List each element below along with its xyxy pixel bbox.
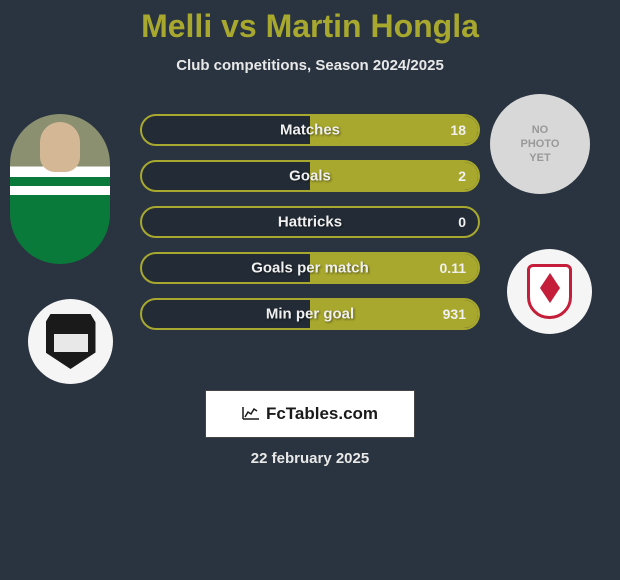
player-photo-right-placeholder: NO PHOTO YET [490,94,590,194]
no-photo-label: NO PHOTO YET [521,123,560,166]
stat-label: Goals per match [142,260,478,277]
player-photo-left [10,114,110,264]
player-portrait-placeholder [10,114,110,264]
branding-text: FcTables.com [266,404,378,424]
club-logo-right [507,249,592,334]
stat-value-right: 0.11 [440,260,466,276]
stat-label: Matches [142,122,478,139]
stat-label: Goals [142,168,478,185]
stat-label: Min per goal [142,306,478,323]
club-shield-right [527,264,572,319]
stat-row: Goals2 [140,160,480,192]
stat-row: Goals per match0.11 [140,252,480,284]
comparison-subtitle: Club competitions, Season 2024/2025 [0,57,620,74]
stat-value-right: 2 [458,168,466,184]
branding-badge: FcTables.com [205,390,415,438]
club-logo-left [28,299,113,384]
stat-label: Hattricks [142,214,478,231]
stat-row: Matches18 [140,114,480,146]
stats-area: NO PHOTO YET Matches18 Goals2 Hattricks0 Go… [0,104,620,364]
club-shield-left [46,314,96,369]
stat-row: Min per goal931 [140,298,480,330]
chart-icon [242,406,260,423]
comparison-title: Melli vs Martin Hongla [0,8,620,45]
stat-row: Hattricks0 [140,206,480,238]
stat-value-right: 18 [450,122,466,138]
date-label: 22 february 2025 [0,450,620,467]
infographic-container: Melli vs Martin Hongla Club competitions… [0,0,620,580]
stat-value-right: 0 [458,214,466,230]
stat-value-right: 931 [443,306,466,322]
stat-rows: Matches18 Goals2 Hattricks0 Goals per match… [140,114,480,344]
